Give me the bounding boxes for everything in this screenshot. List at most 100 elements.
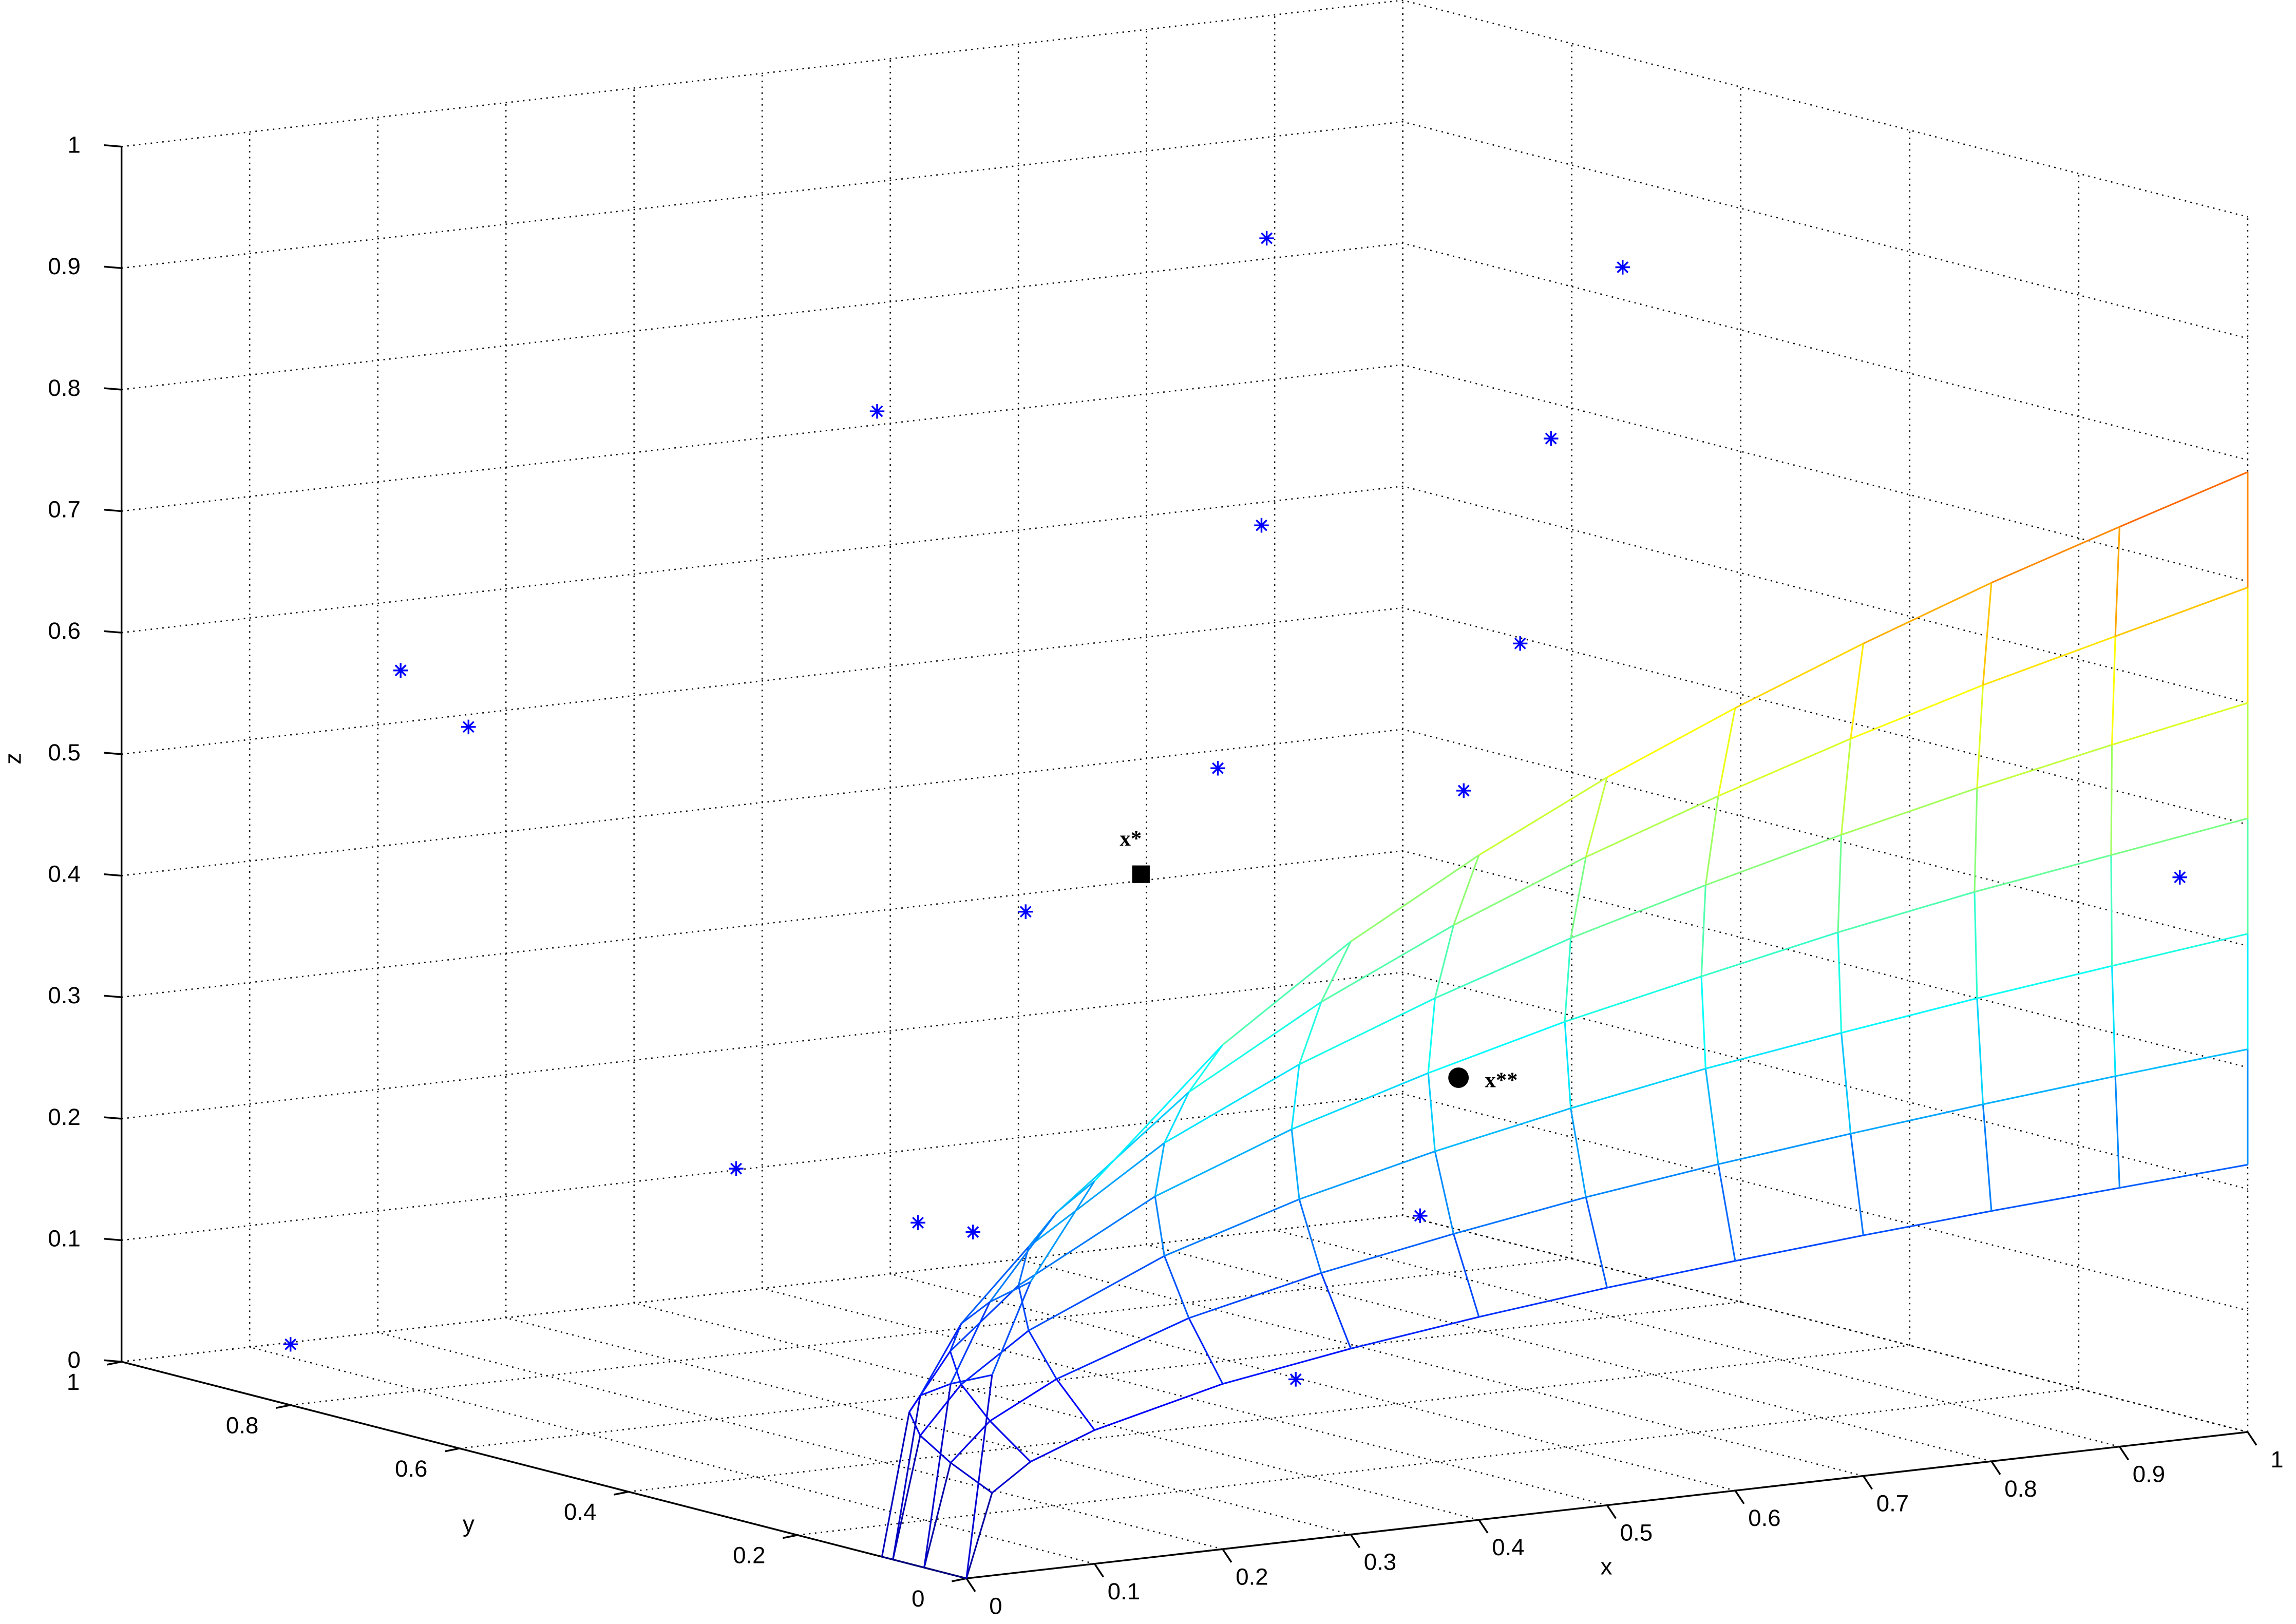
surface-mesh-edge — [882, 1556, 894, 1561]
surface-mesh-edge — [1585, 795, 1719, 858]
scatter-point — [1615, 260, 1630, 275]
scatter-point — [910, 1215, 925, 1230]
y-tick-label: 0.4 — [564, 1499, 596, 1525]
surface-mesh-edge — [1976, 685, 1984, 788]
surface-mesh-edge — [949, 1351, 962, 1385]
surface-mesh-edge — [1837, 891, 1975, 933]
surface-mesh-edge — [1585, 777, 1608, 857]
surface-mesh-edge — [1982, 582, 1993, 685]
surface-mesh-edge — [1478, 776, 1608, 856]
surface-mesh-edge — [1154, 1196, 1165, 1256]
grid-line — [121, 121, 2248, 339]
surface-mesh-edge — [924, 1566, 967, 1579]
scatter-point — [1210, 760, 1225, 776]
surface-mesh-edge — [1991, 1187, 2120, 1212]
surface-mesh-edge — [950, 1374, 993, 1385]
surface-mesh-edge — [1840, 738, 1852, 835]
tick-mark — [104, 508, 122, 512]
surface-mesh-edge — [919, 1384, 962, 1436]
surface-mesh-edge — [923, 1383, 952, 1568]
surface-mesh-edge — [1291, 1064, 1300, 1130]
scatter-point — [2172, 870, 2187, 885]
surface-mesh-edge — [1991, 526, 2120, 584]
surface-mesh-edge — [2112, 933, 2248, 967]
surface-mesh-edge — [2115, 1048, 2248, 1077]
surface-mesh-edge — [1453, 855, 1480, 926]
tick-mark — [444, 1447, 460, 1453]
surface-mesh-edge — [1606, 707, 1736, 778]
surface-mesh-edge — [1163, 1255, 1190, 1319]
surface-mesh-edge — [1704, 796, 1719, 886]
grid-line — [121, 0, 2248, 218]
surface-mesh-edge — [1700, 885, 1706, 977]
surface-mesh-edge — [1163, 1092, 1190, 1143]
surface-mesh-edge — [2114, 526, 2120, 637]
z-axis-label: z — [0, 753, 26, 765]
grid-line — [121, 364, 2248, 582]
surface-mesh-edge — [1841, 997, 1978, 1034]
surface-mesh-edge — [919, 1323, 962, 1396]
surface-mesh-edge — [1291, 1129, 1300, 1199]
point-label: x** — [1485, 1068, 1517, 1092]
scatter-point — [1259, 231, 1274, 246]
surface-mesh-edge — [1982, 635, 2116, 686]
tick-mark — [965, 1578, 976, 1592]
surface-mesh-edge — [1701, 931, 1838, 978]
surface-mesh-edge — [1718, 1133, 1851, 1166]
z-tick-label: 0.6 — [48, 618, 80, 644]
surface-mesh-edge — [1351, 1316, 1479, 1350]
scatter-point — [283, 1337, 298, 1352]
y-tick-label: 1 — [67, 1369, 80, 1395]
grid-line — [121, 607, 2248, 825]
surface-mesh-edge — [2110, 855, 2113, 966]
grid-line — [1402, 1214, 2248, 1433]
grid-line — [1146, 1244, 1992, 1462]
surface-mesh-edge — [1837, 932, 1843, 1033]
x-tick-label: 0.8 — [2004, 1476, 2037, 1502]
surface-mesh-edge — [1974, 854, 2112, 893]
scatter-point — [1288, 1372, 1303, 1387]
tick-mark — [952, 1577, 967, 1582]
surface-mesh-edge — [908, 1395, 921, 1413]
surface-mesh-edge — [919, 1435, 952, 1464]
surface-mesh-edge — [1718, 738, 1851, 797]
x-tick-label: 0.9 — [2133, 1461, 2165, 1487]
surface-mesh-edge — [2111, 636, 2116, 745]
surface-mesh-edge — [1028, 1255, 1165, 1331]
surface-mesh-edge — [1570, 856, 1587, 939]
surface-mesh-edge — [920, 1383, 951, 1397]
x-tick-label: 0.6 — [1748, 1505, 1780, 1531]
scatter-point — [1512, 636, 1528, 651]
surface-mesh-edge — [1028, 1142, 1165, 1248]
grid-line — [121, 1093, 2248, 1311]
scatter-point — [393, 663, 408, 678]
surface-mesh-edge — [1298, 1001, 1322, 1065]
surface-mesh-edge — [881, 1411, 910, 1557]
surface-mesh-edge — [1717, 1164, 1736, 1262]
surface-mesh-edge — [990, 1281, 1031, 1303]
surface-mesh-edge — [892, 1435, 921, 1560]
surface-mesh-edge — [991, 1461, 1031, 1494]
surface-mesh-edge — [1154, 1129, 1292, 1197]
grid-line — [121, 850, 2248, 1068]
surface-mesh-edge — [1700, 976, 1706, 1069]
scatter-point — [1254, 518, 1269, 533]
tick-mark — [1990, 1461, 2001, 1475]
z-tick-label: 0.2 — [48, 1104, 80, 1130]
surface-mesh-edge — [1850, 1103, 1983, 1135]
surface-mesh-edge — [2112, 702, 2248, 746]
tick-mark — [104, 1116, 122, 1120]
x-axis-label: x — [1601, 1553, 1612, 1579]
grid-line — [377, 1331, 1223, 1550]
optimum-marker — [1448, 1067, 1469, 1088]
tick-mark — [104, 995, 122, 998]
surface-mesh-edge — [960, 1301, 991, 1325]
surface-mesh-edge — [991, 1282, 1032, 1375]
surface-mesh-edge — [1841, 787, 1978, 836]
surface-mesh-edge — [1863, 1210, 1992, 1236]
grid-line — [1018, 1258, 1864, 1477]
x-tick-label: 0.2 — [1236, 1563, 1268, 1590]
surface-mesh-edge — [1570, 884, 1706, 939]
z-tick-label: 0.1 — [48, 1226, 80, 1252]
surface-mesh-edge — [892, 1395, 921, 1560]
